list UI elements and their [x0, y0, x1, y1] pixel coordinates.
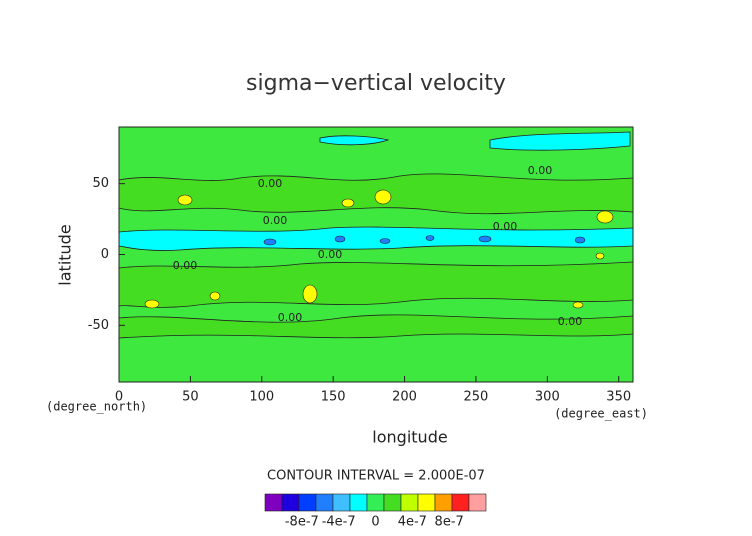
- x-tick-label: 50: [182, 390, 199, 405]
- y-unit: (degree_north): [46, 400, 147, 414]
- colorbar-box: [451, 493, 470, 512]
- y-axis-label: latitude: [56, 224, 75, 285]
- colorbar-box: [383, 493, 402, 512]
- x-tick-label: 100: [249, 390, 274, 405]
- field-background: [119, 127, 633, 382]
- colorbar-box: [349, 493, 368, 512]
- contour-label: 0.00: [318, 248, 343, 261]
- contour-region: [319, 135, 390, 146]
- colorbar-tick-label: -4e-7: [322, 515, 356, 530]
- colorbar-box: [281, 493, 300, 512]
- yellow-blobs: [144, 189, 614, 309]
- x-tick-label: 250: [464, 390, 489, 405]
- colorbar-box: [315, 493, 334, 512]
- x-tick-label: 200: [392, 390, 417, 405]
- colorbar-box: [400, 493, 419, 512]
- contour-label: 0.00: [263, 214, 288, 227]
- x-tick-label: 300: [535, 390, 560, 405]
- x-tick-label: 350: [606, 390, 631, 405]
- y-tick-label: -50: [88, 318, 109, 333]
- x-unit: (degree_east): [554, 407, 648, 421]
- colorbar-box: [417, 493, 436, 512]
- colorbar-tick-label: -8e-7: [285, 515, 319, 530]
- contour-region: [489, 131, 631, 151]
- colorbar-box: [298, 493, 317, 512]
- x-tick-label: 0: [115, 390, 123, 405]
- contour-region: [118, 226, 634, 251]
- colorbar-box: [332, 493, 351, 512]
- x-axis-label: longitude: [372, 428, 447, 447]
- blue-blobs: [263, 235, 586, 246]
- contour-label: 0.00: [493, 220, 518, 233]
- colorbar-tick-label: 8e-7: [435, 515, 464, 530]
- y-tick-label: 0: [101, 247, 109, 262]
- colorbar-tick-label: 4e-7: [398, 515, 427, 530]
- contour-field: [118, 126, 634, 383]
- contour-interval: CONTOUR INTERVAL = 2.000E-07: [267, 469, 485, 484]
- contour-label: 0.00: [558, 315, 583, 328]
- contour-label: 0.00: [173, 259, 198, 272]
- contour-region: [118, 261, 634, 308]
- colorbar-box: [434, 493, 453, 512]
- colorbar-box: [468, 493, 487, 512]
- chart-title: sigma−vertical velocity: [246, 71, 506, 96]
- contour-label: 0.00: [278, 311, 303, 324]
- contour-label: 0.00: [528, 164, 553, 177]
- y-tick-label: 50: [92, 176, 109, 191]
- colorbar-box: [264, 493, 283, 512]
- colorbar-tick-label: 0: [371, 515, 379, 530]
- colorbar-box: [366, 493, 385, 512]
- x-tick-label: 150: [321, 390, 346, 405]
- contour-label: 0.00: [258, 177, 283, 190]
